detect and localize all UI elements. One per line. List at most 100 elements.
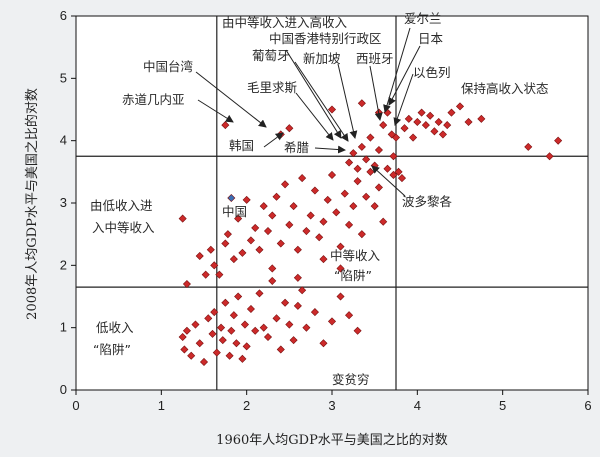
label-quadrant-mid-1: 中等收入 bbox=[330, 248, 381, 263]
country-point bbox=[229, 311, 238, 320]
country-point bbox=[255, 245, 264, 254]
country-point bbox=[281, 180, 290, 189]
country-point bbox=[182, 326, 191, 335]
country-point bbox=[545, 152, 554, 161]
country-point bbox=[394, 167, 403, 176]
country-point bbox=[178, 214, 187, 223]
country-point bbox=[340, 189, 349, 198]
country-point bbox=[195, 339, 204, 348]
country-point bbox=[434, 117, 443, 126]
country-point bbox=[180, 345, 189, 354]
country-point bbox=[272, 192, 281, 201]
country-point bbox=[285, 320, 294, 329]
country-point bbox=[238, 354, 247, 363]
country-point bbox=[285, 220, 294, 229]
country-point bbox=[310, 308, 319, 317]
label-singapore: 新加坡 bbox=[303, 51, 341, 66]
country-point bbox=[362, 155, 371, 164]
country-point bbox=[302, 323, 311, 332]
country-point bbox=[276, 345, 285, 354]
label-greece: 希腊 bbox=[284, 140, 310, 155]
country-point bbox=[327, 317, 337, 326]
country-point bbox=[345, 311, 354, 320]
label-quadrant-low-2: “陷阱” bbox=[93, 342, 131, 357]
country-point bbox=[357, 142, 366, 151]
label-japan: 日本 bbox=[418, 31, 444, 46]
country-point bbox=[263, 227, 273, 236]
country-point bbox=[397, 174, 406, 183]
country-point bbox=[353, 164, 362, 173]
country-point bbox=[272, 314, 281, 323]
country-point bbox=[217, 323, 226, 332]
label-guinea: 赤道几内亚 bbox=[122, 92, 185, 107]
y-tick-label: 2 bbox=[60, 257, 67, 272]
country-point bbox=[349, 202, 358, 211]
label-quadrant-low-1: 低收入 bbox=[96, 320, 134, 335]
country-point bbox=[409, 133, 418, 142]
country-point bbox=[336, 264, 345, 273]
country-point bbox=[379, 121, 388, 130]
y-tick-label: 0 bbox=[60, 382, 67, 397]
x-tick-label: 5 bbox=[499, 398, 506, 413]
country-point bbox=[404, 114, 413, 123]
label-quadrant-low-to-mid-1: 由低收入进 bbox=[90, 198, 153, 213]
label-spain: 西班牙 bbox=[356, 51, 394, 66]
country-point bbox=[357, 99, 366, 108]
label-hongkong: 中国香港特别行政区 bbox=[269, 31, 382, 46]
x-axis-ticks: 0 1 2 3 4 5 6 bbox=[72, 390, 592, 413]
country-point bbox=[349, 149, 358, 158]
country-point bbox=[234, 214, 243, 223]
country-point bbox=[187, 351, 196, 360]
y-axis-ticks: 0 1 2 3 4 5 6 bbox=[60, 8, 76, 397]
country-point bbox=[229, 255, 238, 264]
label-mauritius: 毛里求斯 bbox=[247, 80, 297, 95]
country-point bbox=[353, 177, 362, 186]
country-point bbox=[477, 114, 486, 123]
x-tick-label: 6 bbox=[584, 398, 591, 413]
y-tick-label: 5 bbox=[60, 70, 67, 85]
label-quadrant-low-to-mid-2: 入中等收入 bbox=[92, 220, 155, 235]
country-point bbox=[293, 245, 302, 254]
country-point bbox=[524, 142, 533, 151]
x-axis-label: 1960年人均GDP水平与美国之比的对数 bbox=[216, 432, 448, 448]
country-point bbox=[210, 261, 219, 270]
country-point bbox=[417, 108, 426, 117]
country-point bbox=[426, 111, 435, 120]
annotations: 由中等收入进入高收入 爱尔兰 中国香港特别行政区 日本 葡萄牙 新加坡 西班牙 … bbox=[90, 11, 549, 387]
country-point bbox=[259, 323, 268, 332]
country-point bbox=[201, 270, 210, 279]
country-point bbox=[281, 298, 290, 307]
x-tick-label: 4 bbox=[414, 398, 421, 413]
label-taiwan: 中国台湾 bbox=[143, 59, 193, 74]
country-point bbox=[285, 124, 294, 133]
country-point bbox=[221, 239, 230, 248]
country-point bbox=[391, 133, 401, 142]
country-point bbox=[447, 108, 456, 117]
country-point bbox=[242, 342, 251, 351]
country-point bbox=[206, 245, 215, 254]
country-point bbox=[251, 326, 260, 335]
country-point bbox=[204, 314, 213, 323]
country-point bbox=[221, 298, 230, 307]
country-point bbox=[443, 121, 452, 130]
y-tick-label: 3 bbox=[60, 195, 67, 210]
country-point bbox=[370, 202, 379, 211]
country-point bbox=[389, 170, 398, 179]
x-tick-label: 1 bbox=[158, 398, 165, 413]
country-point bbox=[374, 183, 383, 192]
y-axis-label: 2008年人均GDP水平与美国之比的对数 bbox=[24, 88, 40, 320]
country-point bbox=[293, 273, 302, 282]
country-point bbox=[242, 195, 251, 204]
country-point bbox=[319, 339, 328, 348]
country-point bbox=[366, 133, 375, 142]
country-point bbox=[232, 339, 241, 348]
country-point bbox=[319, 255, 328, 264]
country-point bbox=[240, 320, 249, 329]
y-tick-label: 1 bbox=[60, 320, 67, 335]
label-mid-to-high: 由中等收入进入高收入 bbox=[222, 15, 348, 30]
country-point bbox=[345, 158, 354, 167]
plot-area bbox=[75, 15, 589, 391]
threshold-lines bbox=[76, 16, 588, 390]
x-tick-label: 3 bbox=[328, 398, 335, 413]
